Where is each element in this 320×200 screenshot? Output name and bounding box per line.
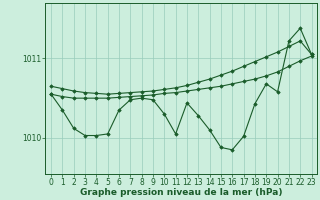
X-axis label: Graphe pression niveau de la mer (hPa): Graphe pression niveau de la mer (hPa) [80,188,283,197]
